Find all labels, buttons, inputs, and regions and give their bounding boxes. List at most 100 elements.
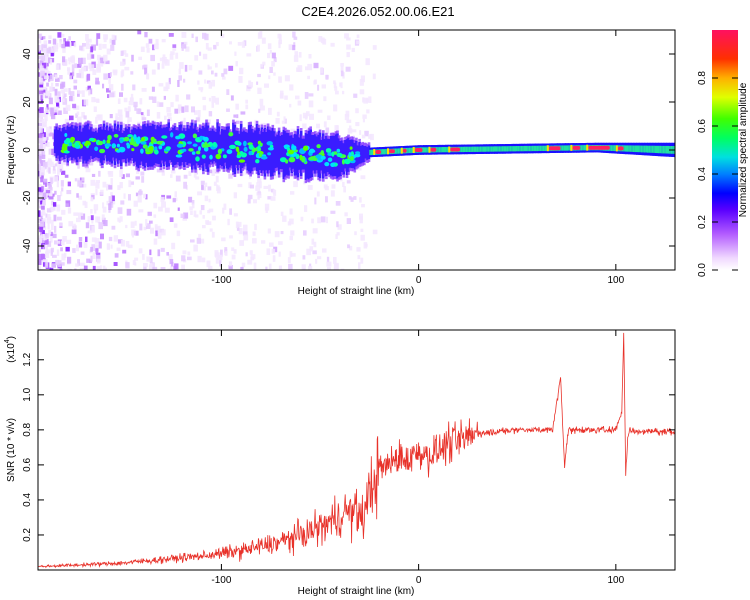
spectrogram-band-edge xyxy=(127,162,131,166)
spectrogram-noise-cell xyxy=(46,104,49,110)
spectrogram-band-edge xyxy=(244,163,248,167)
spectrogram-band-core xyxy=(465,146,469,152)
spectrogram-band-column xyxy=(273,131,276,173)
spectrogram-noise-cell xyxy=(202,96,206,100)
spectrogram-noise-cell xyxy=(256,44,260,52)
spectrogram-noise-cell xyxy=(48,40,52,44)
spectrogram-band-edge xyxy=(159,167,163,171)
spectrogram-band-edge xyxy=(314,131,317,135)
spectrogram-band-edge xyxy=(227,169,230,173)
spectrogram-band-edge xyxy=(269,176,273,180)
spectrogram-band-edge xyxy=(167,119,170,123)
spectrogram-noise-cell xyxy=(57,168,60,175)
spectrogram-noise-cell xyxy=(306,111,310,117)
spectrogram-noise-cell xyxy=(318,36,323,42)
spectrogram-noise-cell xyxy=(191,106,195,113)
spectrogram-noise-cell xyxy=(59,40,62,48)
spectrogram-noise-cell xyxy=(88,38,92,43)
spectrogram-noise-cell xyxy=(38,133,43,138)
spectrogram-speckle xyxy=(308,149,316,154)
spectrogram-noise-cell xyxy=(47,160,53,165)
spectrogram-band-column xyxy=(129,132,133,161)
spectrogram-band-edge xyxy=(203,163,207,167)
spectrogram-band-column xyxy=(121,133,125,160)
spectrogram-noise-cell xyxy=(78,195,82,200)
spectrogram-noise-cell xyxy=(219,260,222,267)
spectrogram-noise-cell xyxy=(67,268,72,270)
spectrogram-band-edge xyxy=(134,125,137,128)
spectrogram-speckle xyxy=(229,144,236,150)
spectrogram-noise-cell xyxy=(360,228,364,232)
spectrogram-noise-cell xyxy=(164,59,168,63)
spectrogram-band-column xyxy=(342,143,346,175)
spectrogram-noise-cell xyxy=(48,75,51,82)
spectrogram-band-edge xyxy=(238,165,241,169)
spectrogram-speckle xyxy=(170,132,174,138)
spectrogram-noise-cell xyxy=(57,195,61,201)
spectrogram-noise-cell xyxy=(335,201,341,206)
spectrogram-band-edge xyxy=(98,124,101,128)
spectrogram-band-edge xyxy=(211,163,215,167)
spectrogram-noise-cell xyxy=(90,54,95,59)
spectrogram-noise-cell xyxy=(68,221,74,227)
spectrogram-noise-cell xyxy=(151,86,155,92)
spectrogram-noise-cell xyxy=(274,231,280,238)
spectrogram-noise-cell xyxy=(225,250,228,256)
spectrogram-noise-cell xyxy=(339,82,342,87)
spectrogram-noise-cell xyxy=(62,56,66,63)
spectrogram-xlabel: Height of straight line (km) xyxy=(298,286,415,297)
spectrogram-band-edge xyxy=(53,126,57,130)
spectrogram-speckle xyxy=(196,150,201,155)
spectrogram-band-edge xyxy=(151,166,155,170)
spectrogram-noise-cell xyxy=(48,195,54,200)
spectrogram-band-edge xyxy=(334,131,338,135)
spectrogram-noise-cell xyxy=(364,130,369,137)
spectrogram-band-core xyxy=(531,145,535,152)
spectrogram-noise-cell xyxy=(165,82,170,89)
spectrogram-noise-cell xyxy=(120,61,125,66)
spectrogram-noise-cell xyxy=(187,256,192,261)
spectrogram-band-edge xyxy=(281,131,284,135)
spectrogram-band-edge xyxy=(246,170,249,174)
spectrogram-band-edge xyxy=(213,161,216,165)
spectrogram-band-edge xyxy=(198,167,202,171)
spectrogram-noise-cell xyxy=(202,225,206,229)
spectrogram-noise-cell xyxy=(311,238,315,245)
spectrogram-band-edge xyxy=(273,128,276,132)
spectrogram-noise-cell xyxy=(54,190,57,195)
spectrogram-band-edge xyxy=(80,156,84,160)
spectrogram-band-edge xyxy=(273,172,276,176)
spectrogram-band-edge xyxy=(336,178,339,182)
spectrogram-noise-cell xyxy=(60,180,64,187)
spectrogram-noise-cell xyxy=(167,117,172,121)
spectrogram-noise-cell xyxy=(357,167,362,171)
spectrogram-noise-cell xyxy=(261,172,266,177)
spectrogram-noise-cell xyxy=(61,161,66,165)
spectrogram-noise-cell xyxy=(147,211,152,216)
spectrogram-noise-cell xyxy=(111,200,116,205)
spectrogram-noise-cell xyxy=(117,207,123,214)
spectrogram-band-edge xyxy=(213,127,216,131)
spectrogram-noise-cell xyxy=(43,181,46,185)
spectrogram-band-edge xyxy=(333,176,336,180)
spectrogram-noise-cell xyxy=(40,65,44,70)
spectrogram-noise-cell xyxy=(276,111,280,117)
spectrogram-band-edge xyxy=(312,170,316,174)
spectrogram-noise-cell xyxy=(93,106,97,112)
spectrogram-noise-cell xyxy=(315,258,318,264)
spectrogram-speckle xyxy=(267,152,271,156)
spectrogram-speckle xyxy=(63,150,70,154)
spectrogram-noise-cell xyxy=(311,218,314,224)
spectrogram-noise-cell xyxy=(349,245,353,251)
spectrogram-noise-cell xyxy=(113,262,118,266)
spectrogram-band-edge xyxy=(310,177,314,181)
spectrogram-noise-cell xyxy=(96,258,101,264)
spectrogram-noise-cell xyxy=(207,47,212,51)
spectrogram-noise-cell xyxy=(220,33,225,38)
spectrogram-band-edge xyxy=(172,167,175,171)
spectrogram-speckle xyxy=(349,146,353,150)
spectrogram-band-core xyxy=(631,145,634,152)
spectrogram-noise-cell xyxy=(42,230,45,234)
spectrogram-noise-cell xyxy=(340,66,344,73)
